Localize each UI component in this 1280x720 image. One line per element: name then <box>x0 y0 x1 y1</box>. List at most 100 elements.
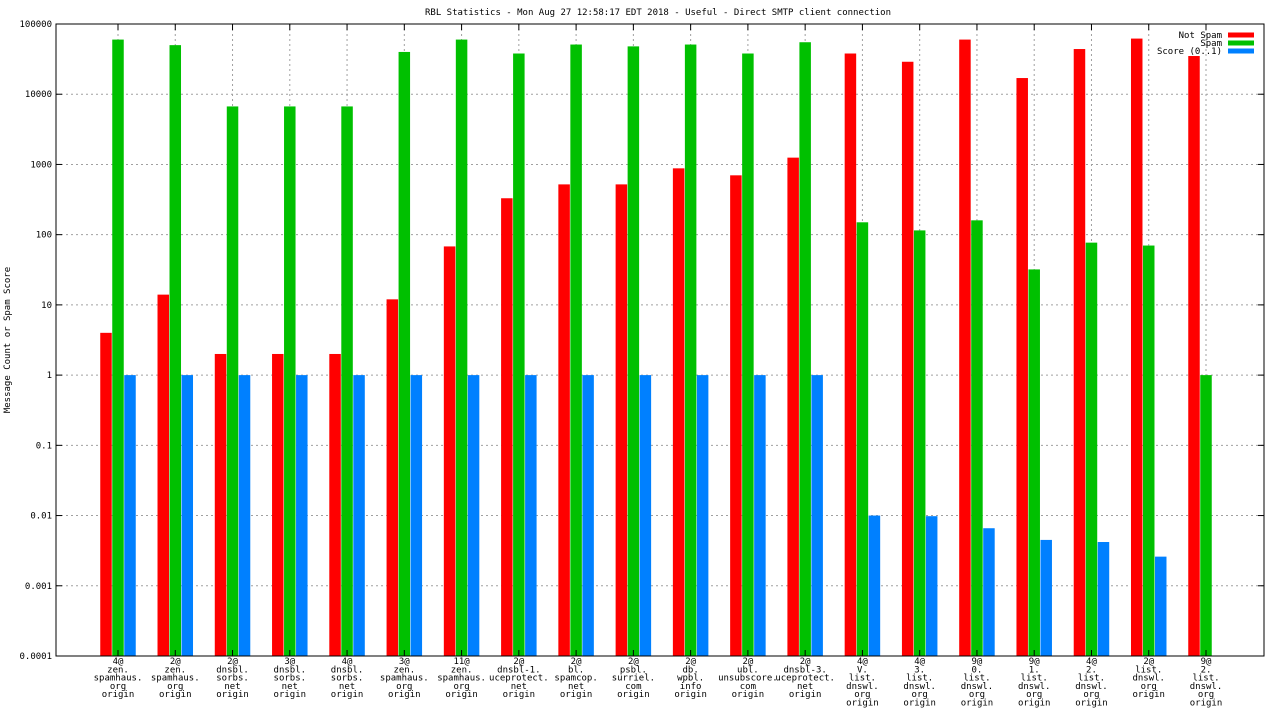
bar-spam <box>1028 269 1040 656</box>
x-tick-label: 9@ 1. list. dnswl. org origin <box>1018 657 1051 709</box>
bar-not-spam <box>844 53 857 656</box>
bar-score-0-1 <box>811 375 823 656</box>
x-tick-label: 2@ list. dnswl. org origin <box>1132 657 1165 700</box>
bar-spam <box>913 230 926 656</box>
bar-not-spam <box>272 353 284 656</box>
bar-not-spam <box>672 168 685 656</box>
y-tick-label: 0.1 <box>36 441 52 451</box>
legend-label: Score (0..1) <box>1157 47 1222 57</box>
bar-score-0-1 <box>1097 542 1110 656</box>
bar-spam <box>284 106 296 656</box>
bar-not-spam <box>730 175 742 656</box>
x-tick-label: 2@ ubl. unsubscore. com origin <box>718 657 778 700</box>
x-tick-label: 4@ zen. spamhaus. org origin <box>94 657 143 700</box>
legend-label: Spam <box>1200 39 1222 49</box>
x-tick-label: 4@ dnsbl. sorbs. net origin <box>331 657 364 700</box>
bar-score-0-1 <box>868 515 881 656</box>
y-axis-ticks: 0.0001 0.001 0.01 0.1 1 10 100 1000 10000 100000 <box>19 20 1264 662</box>
x-tick-label: 3@ zen. spamhaus. org origin <box>380 657 429 700</box>
bar-not-spam <box>1188 56 1200 657</box>
bar-score-0-1 <box>639 375 652 656</box>
y-tick-label: 0.01 <box>30 512 52 522</box>
bar-not-spam <box>386 299 399 656</box>
bar-not-spam <box>100 332 112 656</box>
x-tick-label: 9@ 2. list. dnswl. org origin <box>1190 657 1223 709</box>
bar-spam <box>226 106 239 656</box>
bar-spam <box>169 45 182 657</box>
x-tick-label: 2@ psbl. surriel. com origin <box>612 657 655 700</box>
plot-border <box>55 23 1265 657</box>
bar-spam <box>570 44 582 656</box>
bar-spam <box>112 39 124 656</box>
bar-not-spam <box>787 157 799 656</box>
bar-not-spam <box>1016 78 1028 656</box>
bar-spam <box>971 220 983 657</box>
x-tick-label: 2@ dnsbl-3. uceprotect. net origin <box>775 657 835 700</box>
bar-spam <box>799 42 811 657</box>
bar-score-0-1 <box>754 375 766 656</box>
y-tick-label: 1 <box>47 371 52 381</box>
legend-swatch <box>1228 40 1254 46</box>
bar-score-0-1 <box>353 375 365 656</box>
bar-spam <box>1200 375 1212 656</box>
y-tick-label: 100000 <box>19 20 52 30</box>
bar-score-0-1 <box>983 528 995 656</box>
legend-swatch <box>1228 32 1254 38</box>
bar-not-spam <box>501 198 513 656</box>
bar-not-spam <box>615 184 628 656</box>
bar-spam <box>341 106 353 656</box>
bar-not-spam <box>329 353 341 656</box>
y-tick-label: 0.0001 <box>19 652 52 662</box>
bar-spam <box>398 51 411 657</box>
bar-score-0-1 <box>124 375 136 656</box>
bar-spam <box>1085 242 1098 656</box>
bars <box>100 38 1212 657</box>
x-tick-label: 2@ dnsbl-1. uceprotect. net origin <box>489 657 549 700</box>
bar-spam <box>856 222 869 656</box>
x-tick-label: 4@ 2. list. dnswl. org origin <box>1075 657 1108 709</box>
bar-spam <box>627 46 640 656</box>
bar-not-spam <box>157 294 170 656</box>
bar-spam <box>742 53 754 656</box>
bar-score-0-1 <box>1040 539 1052 656</box>
x-tick-label: 2@ zen. spamhaus. org origin <box>151 657 200 700</box>
bar-not-spam <box>1073 49 1086 657</box>
y-tick-label: 0.001 <box>25 582 52 592</box>
x-tick-label: 2@ dnsbl. sorbs. net origin <box>216 657 249 700</box>
y-axis-label: Message Count or Spam Score <box>3 267 13 413</box>
x-tick-label: 2@ bl. spamcop. net origin <box>554 657 597 700</box>
bar-score-0-1 <box>181 375 194 656</box>
bar-score-0-1 <box>525 375 537 656</box>
bar-spam <box>455 39 468 656</box>
y-tick-label: 10 <box>41 301 52 311</box>
bar-not-spam <box>959 39 971 656</box>
bar-not-spam <box>1130 38 1143 656</box>
x-tick-label: 3@ dnsbl. sorbs. net origin <box>274 657 307 700</box>
bar-score-0-1 <box>1154 556 1167 656</box>
bar-score-0-1 <box>696 375 709 656</box>
bar-not-spam <box>214 353 227 656</box>
y-tick-label: 10000 <box>25 90 52 100</box>
bar-not-spam <box>443 246 456 656</box>
x-tick-label: 2@ db. wpbl. info origin <box>674 657 707 700</box>
bar-not-spam <box>558 184 570 656</box>
x-tick-label: 9@ 0. list. dnswl. org origin <box>961 657 994 709</box>
x-tick-label: 11@ zen. spamhaus. org origin <box>437 657 486 700</box>
bar-score-0-1 <box>410 375 423 656</box>
x-tick-label: 4@ V. list. dnswl. org origin <box>846 657 879 709</box>
chart-title: RBL Statistics - Mon Aug 27 12:58:17 EDT… <box>425 8 891 18</box>
bar-score-0-1 <box>925 516 938 656</box>
bar-not-spam <box>901 61 914 657</box>
bar-score-0-1 <box>582 375 594 656</box>
legend-swatch <box>1228 48 1254 54</box>
bar-score-0-1 <box>467 375 480 656</box>
bar-spam <box>684 44 697 656</box>
y-tick-label: 1000 <box>30 160 52 170</box>
x-tick-label: 4@ 3. list. dnswl. org origin <box>903 657 936 709</box>
bar-spam <box>1142 245 1155 656</box>
bar-score-0-1 <box>296 375 308 656</box>
y-tick-label: 100 <box>36 231 52 241</box>
